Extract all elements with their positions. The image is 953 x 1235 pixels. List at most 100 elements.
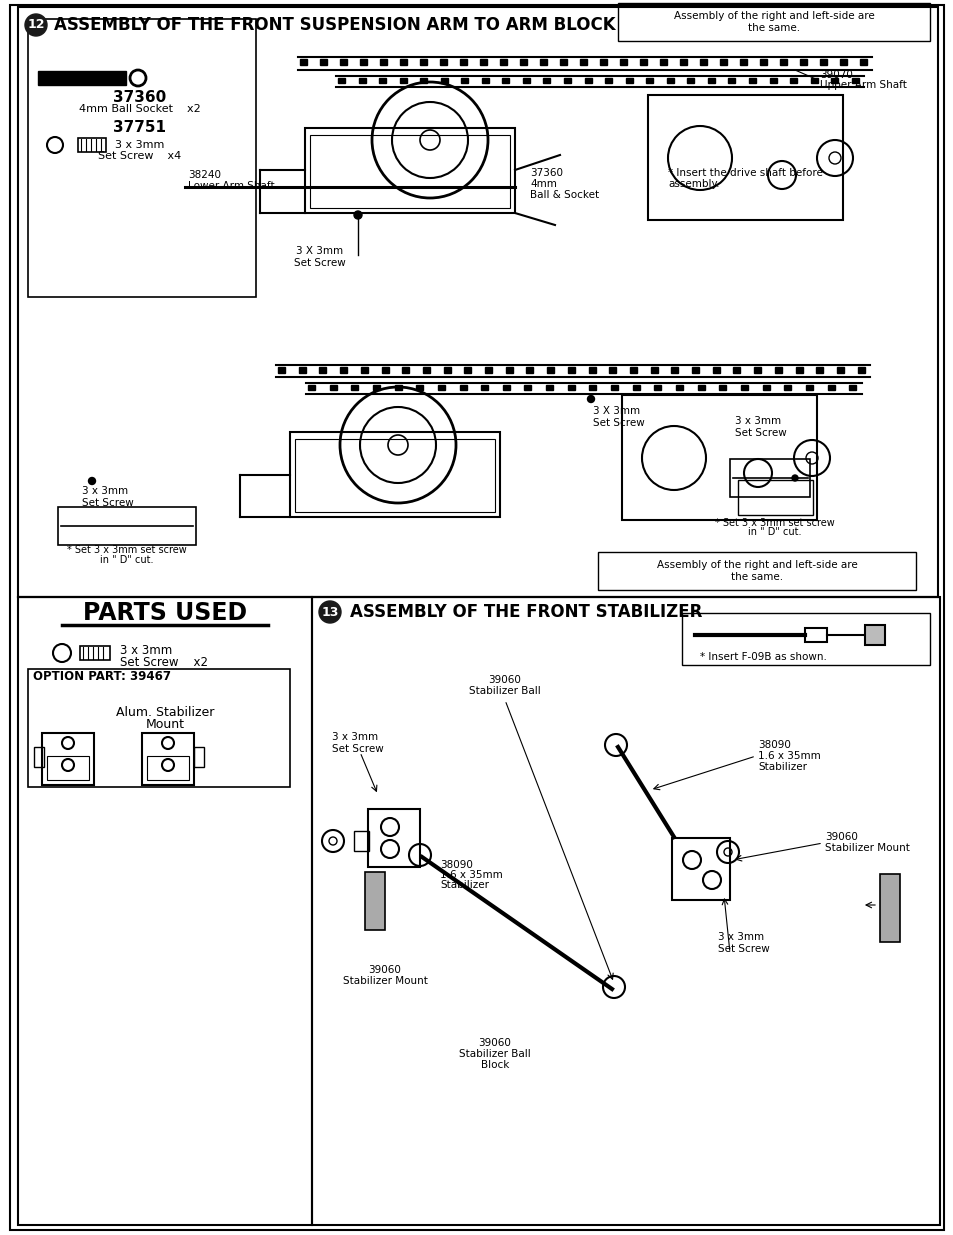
Bar	[339, 59, 347, 65]
Text: Set Screw    x2: Set Screw x2	[120, 656, 208, 668]
Text: Alum. Stabilizer: Alum. Stabilizer	[115, 706, 214, 720]
Text: 38090: 38090	[758, 740, 790, 750]
Bar	[402, 367, 409, 373]
Bar	[290, 432, 499, 517]
Bar	[312, 597, 939, 1225]
Text: 39070: 39070	[820, 70, 852, 80]
Text: 39060: 39060	[478, 1037, 511, 1049]
Text: ASSEMBLY OF THE FRONT SUSPENSION ARM TO ARM BLOCK: ASSEMBLY OF THE FRONT SUSPENSION ARM TO …	[54, 16, 615, 35]
Bar	[599, 59, 606, 65]
Bar	[729, 459, 809, 496]
Bar	[365, 872, 385, 930]
Bar	[567, 367, 575, 373]
Bar	[368, 809, 419, 867]
Bar	[712, 367, 719, 373]
Bar	[789, 78, 797, 83]
Bar	[305, 128, 515, 212]
Bar	[567, 385, 574, 390]
Text: 38090: 38090	[439, 860, 473, 869]
Circle shape	[25, 14, 47, 36]
Bar	[437, 385, 444, 390]
Text: 13: 13	[321, 605, 338, 619]
Bar	[621, 395, 816, 520]
Bar	[443, 367, 450, 373]
Bar	[484, 367, 492, 373]
Bar	[761, 385, 769, 390]
Bar	[299, 59, 307, 65]
Bar	[588, 367, 595, 373]
Bar	[774, 367, 781, 373]
Text: 38240: 38240	[188, 170, 221, 180]
Bar	[625, 78, 632, 83]
Text: 3 X 3mm
Set Screw: 3 X 3mm Set Screw	[593, 406, 644, 427]
Bar	[522, 78, 529, 83]
Bar	[78, 138, 106, 152]
Bar	[851, 78, 858, 83]
Bar	[740, 385, 747, 390]
Bar	[604, 78, 612, 83]
Bar	[142, 734, 193, 785]
Bar	[464, 367, 471, 373]
Bar	[679, 59, 686, 65]
Bar	[632, 385, 639, 390]
Bar	[38, 70, 126, 85]
Bar	[639, 59, 646, 65]
Text: 4mm: 4mm	[530, 179, 557, 189]
Bar	[748, 78, 755, 83]
Bar	[830, 78, 838, 83]
Circle shape	[791, 475, 797, 480]
Bar	[58, 508, 195, 545]
Text: 1.6 x 35mm: 1.6 x 35mm	[439, 869, 502, 881]
Bar	[193, 747, 204, 767]
Bar	[416, 385, 423, 390]
Bar	[840, 59, 846, 65]
Text: 3 X 3mm
Set Screw: 3 X 3mm Set Screw	[294, 246, 346, 268]
Bar	[754, 367, 760, 373]
Text: Block: Block	[480, 1060, 509, 1070]
Bar	[340, 367, 347, 373]
Bar	[598, 552, 915, 590]
Bar	[795, 367, 801, 373]
Bar	[647, 95, 842, 220]
Bar	[720, 59, 726, 65]
Bar	[563, 78, 571, 83]
Bar	[619, 59, 626, 65]
Bar	[480, 385, 488, 390]
Text: * Insert F-09B as shown.: * Insert F-09B as shown.	[700, 652, 826, 662]
Text: Stabilizer Ball: Stabilizer Ball	[469, 685, 540, 697]
Bar	[419, 59, 427, 65]
Bar	[760, 59, 766, 65]
Bar	[18, 7, 937, 597]
Bar	[18, 597, 312, 1225]
Bar	[319, 367, 326, 373]
Bar	[479, 59, 486, 65]
Circle shape	[587, 395, 594, 403]
Text: 37751: 37751	[113, 120, 167, 135]
Text: Ball & Socket: Ball & Socket	[530, 190, 598, 200]
Text: 3 x 3mm: 3 x 3mm	[115, 140, 165, 149]
Text: Stabilizer: Stabilizer	[439, 881, 489, 890]
Bar	[650, 367, 657, 373]
Bar	[502, 78, 509, 83]
Text: PARTS USED: PARTS USED	[83, 601, 247, 625]
Bar	[666, 78, 673, 83]
Bar	[379, 59, 387, 65]
Bar	[738, 480, 812, 515]
Bar	[800, 59, 806, 65]
Circle shape	[354, 211, 361, 219]
Bar	[579, 59, 586, 65]
Text: Stabilizer Mount: Stabilizer Mount	[342, 976, 427, 986]
Bar	[780, 59, 786, 65]
Bar	[733, 367, 740, 373]
Text: * Set 3 x 3mm set screw: * Set 3 x 3mm set screw	[67, 545, 187, 555]
Bar	[686, 78, 694, 83]
Bar	[547, 367, 554, 373]
Text: in " D" cut.: in " D" cut.	[100, 555, 153, 564]
Bar	[419, 78, 427, 83]
Text: ASSEMBLY OF THE FRONT STABILIZER: ASSEMBLY OF THE FRONT STABILIZER	[350, 603, 701, 621]
Text: 37360: 37360	[113, 89, 167, 105]
Text: Set Screw    x4: Set Screw x4	[98, 151, 181, 161]
Bar	[707, 78, 714, 83]
Bar	[543, 78, 550, 83]
Text: in " D" cut.: in " D" cut.	[747, 527, 801, 537]
